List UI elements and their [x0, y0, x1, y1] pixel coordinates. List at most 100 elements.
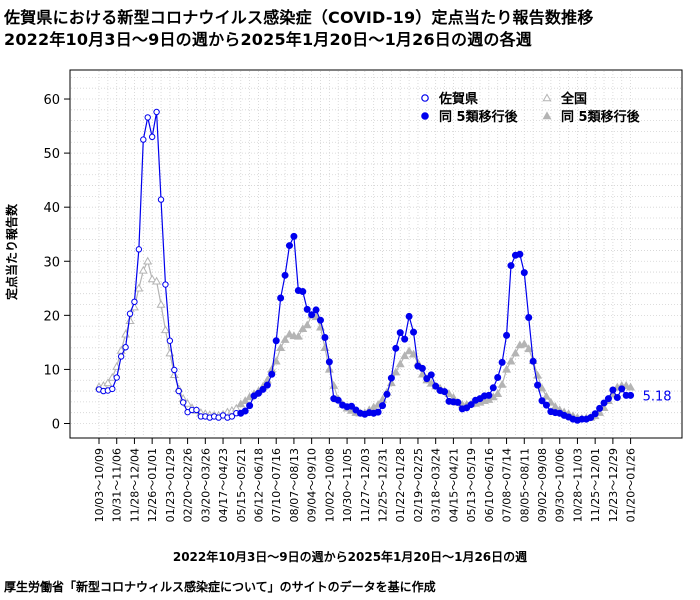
- x-tick-label: 01/22～01/28: [394, 448, 407, 522]
- x-tick-label: 09/30～10/06: [554, 448, 567, 522]
- x-tick-label: 10/28～11/03: [571, 448, 584, 522]
- x-tick-label: 12/26～01/01: [146, 448, 159, 522]
- saga-point: [259, 385, 267, 393]
- y-tick-label: 20: [43, 309, 60, 324]
- saga-point: [148, 133, 156, 141]
- x-tick-label: 05/15～05/21: [235, 448, 248, 522]
- x-tick-label: 08/05～08/11: [518, 448, 531, 522]
- plot-area: [69, 69, 683, 439]
- national-point: [285, 329, 294, 338]
- x-tick-label: 11/25～12/01: [589, 448, 602, 522]
- saga-point: [162, 281, 169, 288]
- saga-point: [317, 316, 324, 324]
- national-point: [160, 325, 170, 334]
- saga-point: [228, 413, 236, 420]
- saga-point: [591, 410, 599, 418]
- x-tick-label: 12/25～12/31: [377, 448, 390, 522]
- x-tick-label: 10/31～11/06: [111, 448, 124, 522]
- saga-point: [529, 357, 537, 365]
- saga-point: [131, 298, 138, 306]
- y-tick-label: 60: [43, 93, 60, 108]
- legend-marker: [542, 93, 552, 102]
- saga-point: [157, 196, 165, 203]
- x-tick-label: 03/18～03/24: [430, 448, 443, 522]
- saga-point: [241, 407, 249, 415]
- legend-label: 全国: [560, 91, 587, 107]
- national-point: [510, 348, 520, 357]
- legend-label: 佐賀県: [438, 91, 478, 107]
- grid-lines: [71, 71, 681, 437]
- saga-point: [534, 381, 542, 389]
- x-tick-label: 10/03～10/09: [93, 448, 106, 522]
- x-axis-caption: 2022年10月3日～9日の週から2025年1月20日～1月26日の週: [172, 550, 528, 564]
- saga-point: [441, 388, 449, 396]
- x-tick-label: 09/04～09/10: [306, 448, 319, 522]
- saga-point: [334, 396, 342, 404]
- legend-label: 同 5類移行後: [561, 109, 641, 125]
- legend-marker: [421, 94, 429, 102]
- national-point: [276, 343, 286, 351]
- saga-point: [423, 375, 431, 383]
- x-tick-label: 09/02～09/08: [536, 448, 549, 522]
- saga-point: [290, 232, 298, 240]
- x-tick-label: 07/10～07/16: [270, 448, 283, 522]
- saga-point: [427, 371, 435, 379]
- x-tick-label: 10/30～11/05: [341, 448, 354, 522]
- legend-marker: [421, 112, 429, 120]
- national-point: [280, 335, 290, 343]
- saga-point: [263, 381, 271, 389]
- saga-point: [175, 387, 182, 395]
- saga-point: [135, 246, 143, 253]
- national-point: [541, 391, 551, 400]
- national-point: [519, 339, 529, 348]
- saga-point: [348, 402, 356, 410]
- national-point: [143, 256, 153, 265]
- chart-title: 佐賀県における新型コロナウイルス感染症（COVID-19）定点当たり報告数推移: [4, 8, 594, 27]
- saga-point: [618, 385, 626, 393]
- saga-point: [171, 366, 178, 374]
- national-point: [395, 359, 405, 368]
- saga-point: [254, 389, 262, 397]
- x-tick-label: 07/08～07/14: [501, 448, 514, 522]
- saga-point: [494, 374, 502, 382]
- national-point: [391, 367, 401, 376]
- saga-point: [538, 397, 546, 405]
- saga-point: [516, 250, 524, 258]
- saga-point: [383, 390, 391, 398]
- national-point: [524, 344, 534, 353]
- source-note: 厚生労働省「新型コロナウィルス感染症について」のサイトのデータを基に作成: [4, 580, 436, 594]
- saga-point: [418, 364, 426, 372]
- y-tick-label: 30: [43, 255, 60, 270]
- saga-point: [140, 136, 147, 143]
- national-point: [271, 356, 281, 365]
- saga-point: [489, 384, 497, 392]
- x-tick-label: 03/20～03/26: [199, 448, 212, 522]
- saga-point: [303, 305, 311, 313]
- national-point: [497, 379, 507, 388]
- saga-point: [285, 242, 293, 250]
- x-tick-label: 11/28～12/04: [128, 448, 141, 522]
- saga-point: [193, 406, 200, 414]
- y-axis-label: 定点当たり報告数: [4, 203, 19, 300]
- x-tick-label: 01/23～01/29: [164, 448, 177, 522]
- x-tick-label: 06/12～06/18: [252, 448, 265, 522]
- saga-point: [410, 328, 418, 336]
- saga-point: [109, 385, 116, 393]
- saga-point: [374, 408, 382, 416]
- saga-point: [312, 306, 320, 314]
- last-value-label: 5.18: [643, 389, 672, 404]
- saga-point: [604, 395, 612, 403]
- saga-point: [153, 108, 160, 116]
- national-point: [125, 316, 135, 324]
- y-tick-label: 50: [43, 147, 60, 162]
- legend: 佐賀県 全国同 5類移行後 同 5類移行後: [421, 91, 641, 125]
- saga-point: [246, 402, 254, 410]
- national-point: [493, 389, 503, 397]
- saga-point: [277, 294, 285, 302]
- saga-point: [268, 370, 276, 378]
- national-point: [156, 299, 166, 308]
- saga-point: [325, 358, 333, 366]
- saga-point: [387, 374, 395, 382]
- saga-point: [503, 331, 511, 339]
